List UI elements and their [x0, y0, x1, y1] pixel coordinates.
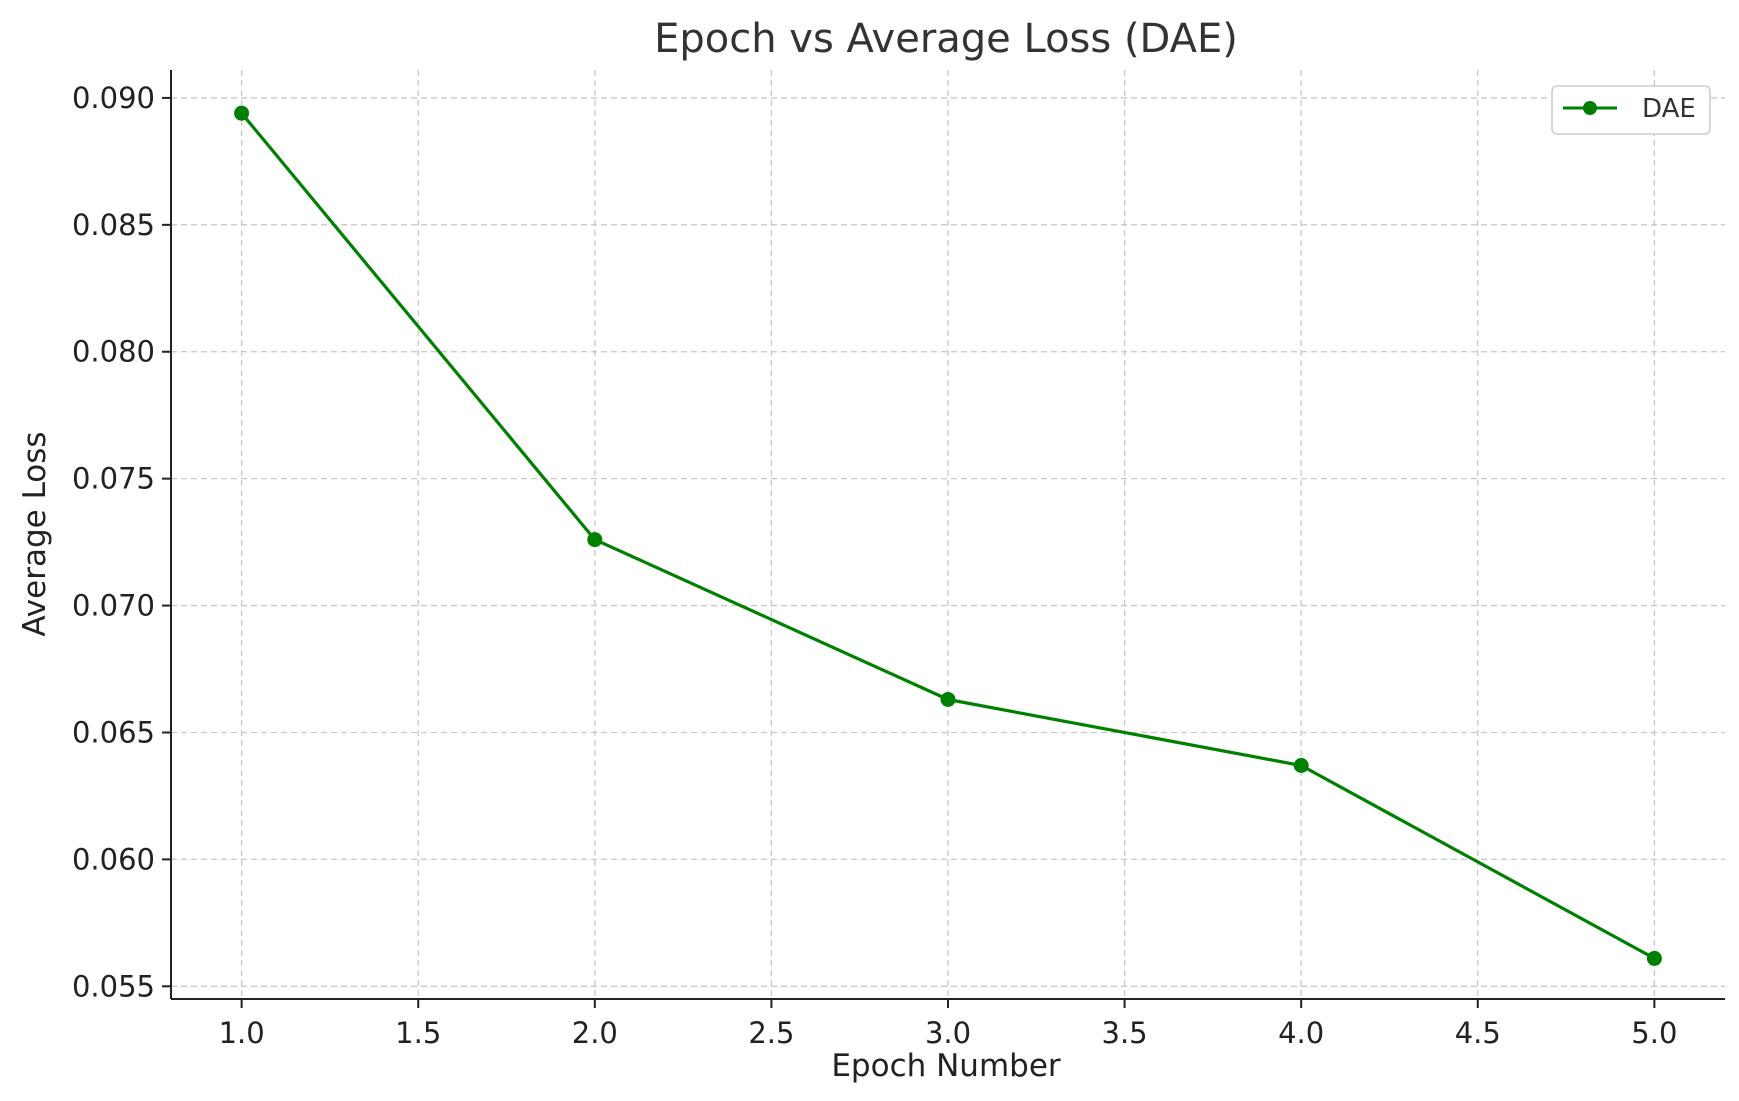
y-tick-label: 0.065	[72, 715, 155, 749]
x-tick-label: 5.0	[1631, 1016, 1677, 1050]
data-point	[940, 692, 956, 707]
chart-title: Epoch vs Average Loss (DAE)	[654, 16, 1238, 62]
x-axis-ticks: 1.0 1.5 2.0 2.5 3.0 3.5 4.0 4.5 5.0	[219, 999, 1677, 1050]
x-tick-label: 4.5	[1455, 1016, 1501, 1050]
y-axis-label: Average Loss	[17, 431, 53, 636]
legend-frame	[1551, 85, 1711, 135]
y-tick-label: 0.080	[72, 335, 155, 369]
x-tick-label: 1.0	[219, 1016, 265, 1050]
x-tick-label: 4.0	[1278, 1016, 1324, 1050]
x-tick-label: 1.5	[395, 1016, 441, 1050]
data-point	[1646, 950, 1662, 966]
y-tick-label: 0.085	[72, 208, 155, 242]
legend: DAE	[1551, 85, 1711, 135]
data-point	[1293, 758, 1309, 773]
y-tick-label: 0.055	[72, 969, 155, 1003]
data-point	[234, 105, 250, 121]
y-tick-label: 0.090	[72, 81, 155, 115]
x-axis-label: Epoch Number	[831, 1048, 1061, 1084]
x-tick-label: 3.0	[925, 1016, 971, 1050]
legend-marker-dae	[1583, 101, 1597, 115]
legend-label-dae: DAE	[1642, 94, 1696, 124]
data-point	[587, 532, 603, 548]
y-tick-label: 0.060	[72, 842, 155, 876]
x-tick-label: 2.5	[748, 1016, 794, 1050]
y-tick-label: 0.075	[72, 462, 155, 496]
y-axis-ticks: 0.055 0.060 0.065 0.070 0.075 0.080 0.085 0.090	[72, 81, 171, 1003]
y-tick-label: 0.070	[72, 589, 155, 623]
x-tick-label: 3.5	[1102, 1016, 1148, 1050]
x-tick-label: 2.0	[572, 1016, 618, 1050]
series-layer	[234, 105, 1662, 966]
